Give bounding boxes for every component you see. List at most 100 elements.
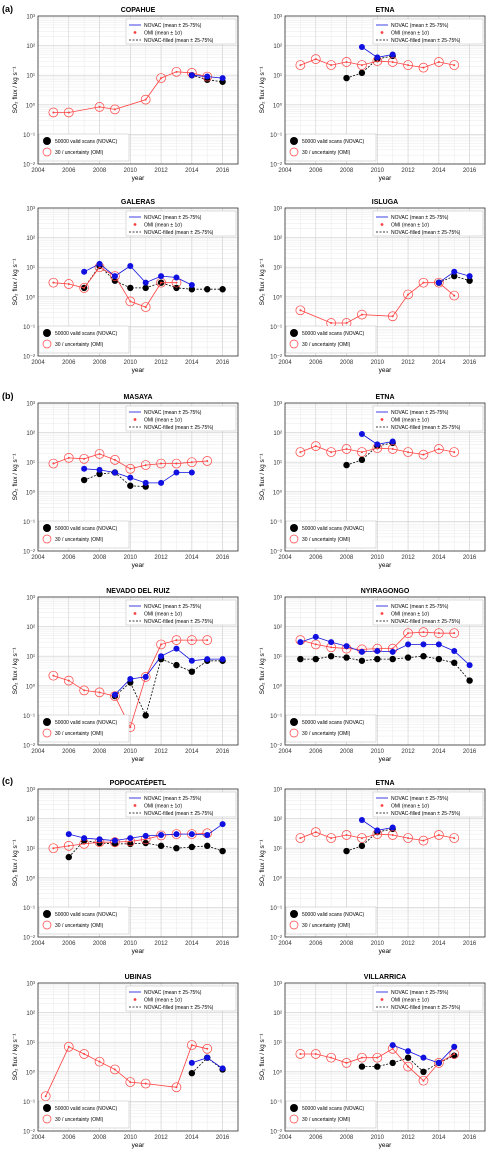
novac-filled-point [327,653,335,660]
x-tick-label: 2008 [93,941,107,947]
size-legend-box [285,133,377,162]
novac-point [297,639,304,646]
legend: NOVAC (mean ± 25-75%) OMI (mean ± 1σ)NOVA… [372,599,484,626]
novac-filled-series-line [346,828,393,852]
omi-point-center [422,839,425,842]
x-tick-label: 2004 [31,168,45,174]
omi-point [449,290,460,301]
omi-point-center [67,844,70,847]
size-legend-omi-marker [42,339,52,349]
x-axis-label: year [379,756,392,763]
size-legend-novac-marker [43,329,51,337]
x-axis-label: year [132,1142,145,1149]
y-tick-label: 10³ [26,982,35,988]
y-tick-label: 10⁻¹ [270,1100,282,1106]
omi-point [110,455,120,465]
omi-point-center [437,632,440,635]
novac-point [405,641,412,648]
legend-label: NOVAC-filled (mean ± 25-75%) [144,38,214,44]
panel-title: COPAHUE [121,7,156,14]
legend-box [372,405,484,432]
novac-filled-point [65,853,72,861]
novac-filled-point [420,1068,427,1076]
y-tick-label: 10² [26,431,35,437]
x-tick-label: 2010 [371,168,385,174]
omi-point [125,296,136,307]
y-axis-label: SO₂ flux / kg s⁻¹ [12,258,19,306]
novac-filled-point [389,1059,396,1067]
size-legend-novac-label: 50000 valid scans (NOVAC) [302,912,364,918]
plot-frame [284,596,486,746]
y-tick-label: 10⁻² [270,355,282,361]
legend-label: NOVAC-filled (mean ± 25-75%) [144,230,214,236]
omi-point [171,458,182,469]
y-tick-label: 10⁻¹ [23,133,35,139]
novac-point [188,1059,195,1066]
omi-point-center [98,452,101,455]
omi-point-center [437,447,440,450]
x-tick-label: 2010 [371,749,385,755]
omi-point-center [113,458,116,461]
legend: NOVAC (mean ± 25-75%) OMI (mean ± 1σ)NOVA… [125,599,237,626]
omi-point-center [376,60,379,63]
omi-point [418,627,429,637]
legend-label: OMI (mean ± 1σ) [391,804,429,810]
omi-point [48,458,59,469]
novac-filled-point [219,847,226,855]
size-legend-novac-marker [43,1104,51,1112]
omi-point-center [376,1056,379,1059]
size-legend-novac-label: 50000 valid scans (NOVAC) [55,1106,117,1112]
omi-point [326,833,337,843]
omi-point [418,1075,429,1086]
omi-point-center [407,451,410,454]
y-tick-label: 10² [273,236,282,242]
x-tick-label: 2006 [62,168,76,174]
novac-filled-point [127,482,134,489]
x-tick-label: 2004 [278,749,292,755]
size-legend-omi-marker [42,1114,52,1124]
omi-point-center [175,639,178,642]
x-tick-label: 2012 [154,749,168,755]
novac-point [312,633,319,640]
x-tick-label: 2012 [401,168,415,174]
omi-point-center [391,315,394,318]
omi-point-center [407,837,410,840]
y-tick-label: 10² [26,625,35,631]
omi-point-center [407,632,410,635]
plot-frame [284,402,486,552]
plot-frame [284,788,486,938]
omi-point [171,635,182,645]
x-axis-label: year [132,367,145,374]
size-legend-omi-label: 30 / uncertainty (OMI) [55,1117,104,1123]
y-tick-label: 10¹ [26,461,35,467]
y-axis-label: SO₂ flux / kg s⁻¹ [259,1033,266,1081]
omi-point-center [345,60,348,63]
omi-point [110,271,120,281]
y-tick-label: 10¹ [273,847,282,853]
novac-point [127,835,134,842]
legend: NOVAC (mean ± 25-75%) OMI (mean ± 1σ)NOVA… [125,985,237,1012]
novac-point [173,274,180,281]
novac-point [96,836,103,843]
legend-marker [380,31,384,34]
omi-point [295,833,306,843]
novac-filled-point [466,277,473,284]
y-tick-label: 10¹ [26,847,35,853]
novac-filled-point [142,839,149,847]
omi-point-center [83,842,86,845]
y-axis-label: SO₂ flux / kg s⁻¹ [12,839,19,887]
panel-title: POPOCATÉPETL [110,778,167,787]
y-tick-label: 10⁻² [270,936,282,942]
novac-point [127,262,134,269]
novac-filled-series-line [83,265,223,290]
novac-point [173,645,180,652]
novac-point [142,279,149,286]
omi-point [186,635,197,645]
legend-label: OMI (mean ± 1σ) [144,31,182,37]
legend-marker [133,31,137,34]
size-legend-omi-marker [289,728,299,738]
size-legend-novac-marker [43,910,51,918]
panel-isluga: 10⁻² 10⁻¹ 10⁰ 10¹ 10² 10³ 2004 2006 2008 2010 2012… [259,199,486,374]
legend-box [372,985,484,1012]
